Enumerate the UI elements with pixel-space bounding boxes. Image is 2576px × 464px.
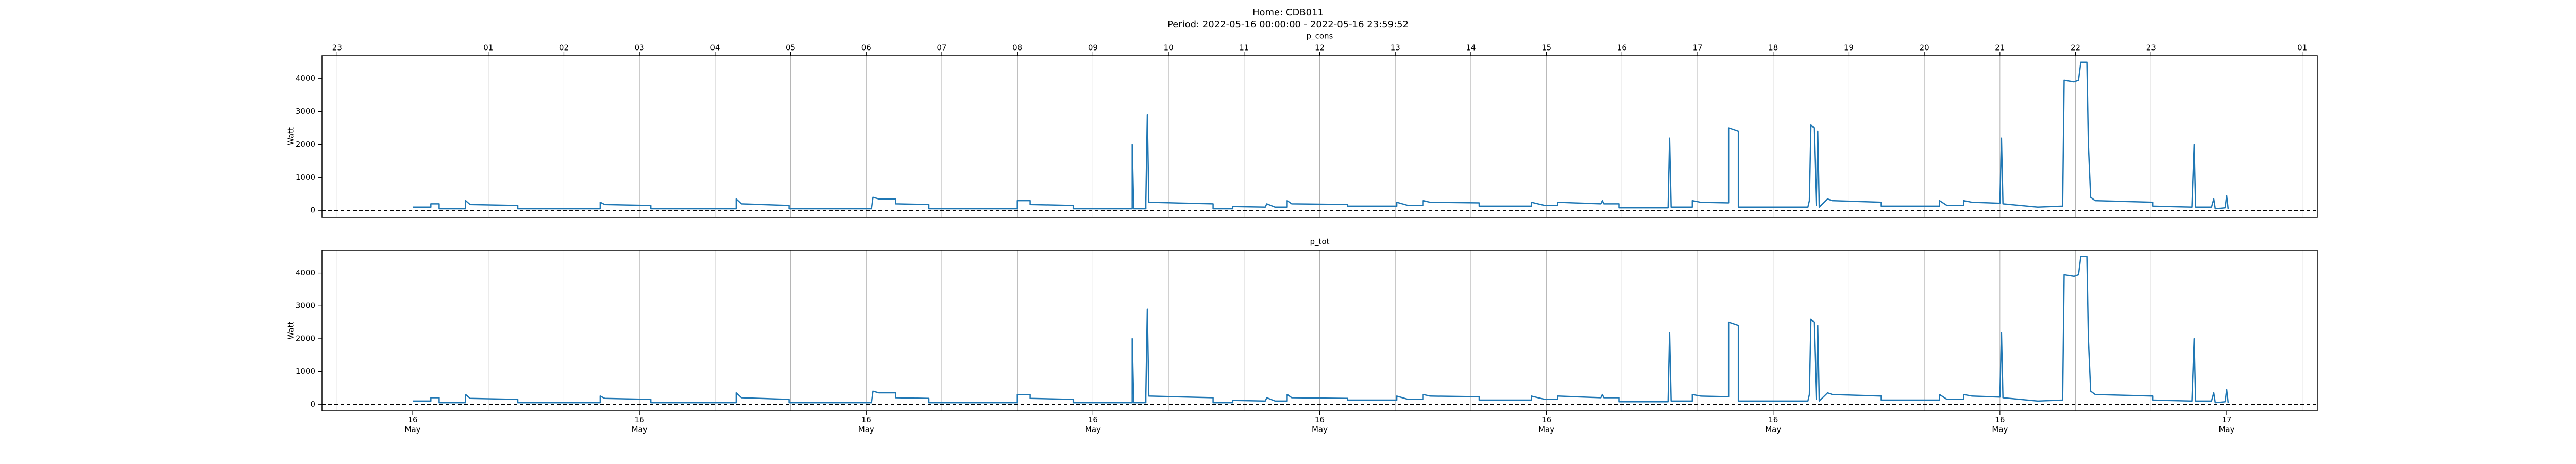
- y-tick-label: 0: [310, 206, 315, 215]
- x-tick-label: 16 May: [1085, 415, 1101, 434]
- x-tick-label-top: 10: [1164, 43, 1174, 53]
- x-tick-label-top: 13: [1391, 43, 1400, 53]
- x-tick-label-top: 04: [710, 43, 720, 53]
- x-tick-label-top: 05: [786, 43, 795, 53]
- y-tick-label: 3000: [296, 107, 315, 116]
- x-tick-label-top: 23: [2146, 43, 2156, 53]
- x-tick-label: 16 May: [1538, 415, 1554, 434]
- x-tick-label-top: 17: [1692, 43, 1702, 53]
- x-tick-label-top: 07: [937, 43, 946, 53]
- chart-title: p_cons: [1307, 31, 1333, 41]
- x-tick-label-top: 22: [2071, 43, 2080, 53]
- y-tick-label: 4000: [296, 74, 315, 83]
- x-tick-label: 16 May: [1765, 415, 1781, 434]
- x-tick-label-top: 06: [861, 43, 871, 53]
- y-tick-label: 4000: [296, 268, 315, 277]
- y-tick-label: 3000: [296, 301, 315, 310]
- x-tick-label: 16 May: [632, 415, 648, 434]
- x-tick-label-top: 19: [1844, 43, 1854, 53]
- x-tick-label-top: 20: [1920, 43, 1929, 53]
- x-tick-label-top: 08: [1012, 43, 1022, 53]
- x-tick-label-top: 01: [483, 43, 493, 53]
- y-axis-label: Watt: [286, 321, 296, 339]
- x-tick-label: 16 May: [1312, 415, 1328, 434]
- figure-title: Home: CDB011: [1252, 7, 1324, 18]
- y-tick-label: 1000: [296, 173, 315, 182]
- y-axis-label: Watt: [286, 127, 296, 145]
- data-line: [413, 256, 2229, 404]
- x-tick-label: 16 May: [405, 415, 421, 434]
- x-tick-label-top: 14: [1466, 43, 1476, 53]
- figure-subtitle: Period: 2022-05-16 00:00:00 - 2022-05-16…: [1167, 19, 1409, 30]
- x-tick-label: 16 May: [858, 415, 874, 434]
- y-tick-label: 2000: [296, 334, 315, 343]
- x-tick-label-top: 03: [635, 43, 645, 53]
- x-tick-label-top: 21: [1995, 43, 2005, 53]
- x-tick-label-top: 02: [559, 43, 569, 53]
- plot-frame: [321, 250, 2318, 411]
- x-tick-label-top: 01: [2297, 43, 2307, 53]
- data-line: [413, 61, 2229, 210]
- x-tick-label-top: 23: [332, 43, 342, 53]
- x-tick-label: 16 May: [1992, 415, 2008, 434]
- plot-frame: [321, 55, 2318, 218]
- y-tick-label: 2000: [296, 140, 315, 149]
- x-tick-label-top: 15: [1541, 43, 1551, 53]
- x-tick-label-top: 16: [1617, 43, 1627, 53]
- x-tick-label-top: 18: [1768, 43, 1778, 53]
- x-tick-label-top: 11: [1239, 43, 1249, 53]
- chart-title: p_tot: [1310, 237, 1330, 247]
- y-tick-label: 1000: [296, 367, 315, 376]
- y-tick-label: 0: [310, 400, 315, 409]
- x-tick-label: 17 May: [2218, 415, 2234, 434]
- x-tick-label-top: 12: [1315, 43, 1325, 53]
- x-tick-label-top: 09: [1088, 43, 1098, 53]
